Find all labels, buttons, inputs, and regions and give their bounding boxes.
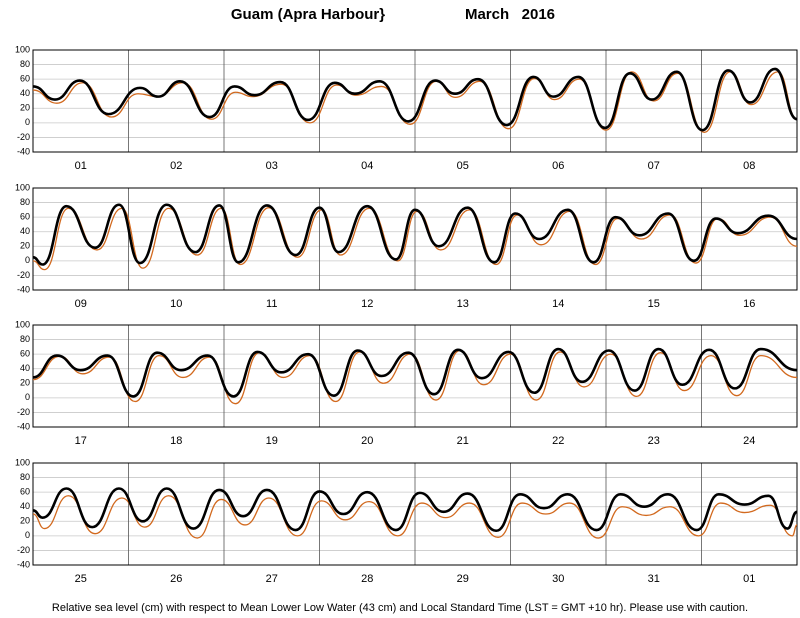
y-tick-label: 100 [15,182,30,192]
y-tick-label: 0 [25,255,30,265]
y-tick-label: 60 [20,487,30,497]
y-tick-label: 100 [15,44,30,54]
y-tick-label: -20 [17,270,30,280]
x-tick-label: 25 [75,573,87,585]
y-tick-label: 80 [20,472,30,482]
y-tick-label: 40 [20,363,30,373]
y-tick-label: -40 [17,146,30,156]
y-tick-label: 20 [20,103,30,113]
y-tick-label: 100 [15,457,30,467]
x-tick-label: 30 [552,573,564,585]
x-tick-label: 17 [75,435,87,447]
y-tick-label: 60 [20,349,30,359]
footnote: Relative sea level (cm) with respect to … [52,602,748,614]
y-tick-label: -20 [17,132,30,142]
y-tick-label: 40 [20,501,30,511]
plot-frame [32,324,798,428]
chart-title: Guam (Apra Harbour} [231,6,385,23]
chart-date: March 2016 [465,6,555,23]
y-tick-label: -40 [17,421,30,431]
x-tick-label: 06 [552,160,564,172]
x-tick-label: 23 [648,435,660,447]
x-tick-label: 18 [170,435,182,447]
x-tick-label: 03 [266,160,278,172]
y-tick-label: 80 [20,334,30,344]
y-tick-label: 40 [20,226,30,236]
y-tick-label: 0 [25,392,30,402]
plot-frame [32,49,798,153]
x-tick-label: 29 [457,573,469,585]
x-tick-label: 21 [457,435,469,447]
x-tick-label: 31 [648,573,660,585]
x-tick-label: 01 [743,573,755,585]
x-tick-label: 01 [75,160,87,172]
y-tick-label: 0 [25,117,30,127]
x-tick-label: 26 [170,573,182,585]
tide-line [32,495,798,539]
y-tick-label: -40 [17,284,30,294]
x-tick-label: 05 [457,160,469,172]
y-tick-label: 60 [20,212,30,222]
y-tick-label: -20 [17,407,30,417]
x-tick-label: 12 [361,298,373,310]
y-tick-label: 0 [25,530,30,540]
y-tick-label: -20 [17,545,30,555]
x-tick-label: 14 [552,298,564,310]
y-tick-label: -40 [17,559,30,569]
x-tick-label: 02 [170,160,182,172]
x-tick-label: 22 [552,435,564,447]
x-tick-label: 15 [648,298,660,310]
y-tick-label: 80 [20,197,30,207]
y-tick-label: 100 [15,319,30,329]
x-tick-label: 19 [266,435,278,447]
y-tick-label: 20 [20,516,30,526]
x-tick-label: 24 [743,435,755,447]
y-tick-label: 60 [20,74,30,84]
tide-line [32,207,798,271]
y-tick-label: 20 [20,241,30,251]
x-tick-label: 27 [266,573,278,585]
x-tick-label: 28 [361,573,373,585]
y-tick-label: 80 [20,59,30,69]
x-tick-label: 10 [170,298,182,310]
x-tick-label: 20 [361,435,373,447]
tide-line [32,487,798,533]
x-tick-label: 04 [361,160,373,172]
y-tick-label: 40 [20,88,30,98]
x-tick-label: 09 [75,298,87,310]
tide-line [32,347,798,398]
x-tick-label: 16 [743,298,755,310]
tide-line [32,67,798,132]
y-tick-label: 20 [20,378,30,388]
x-tick-label: 11 [266,298,277,310]
x-tick-label: 08 [743,160,755,172]
x-tick-label: 13 [457,298,469,310]
x-tick-label: 07 [648,160,660,172]
tide-line [32,203,798,266]
